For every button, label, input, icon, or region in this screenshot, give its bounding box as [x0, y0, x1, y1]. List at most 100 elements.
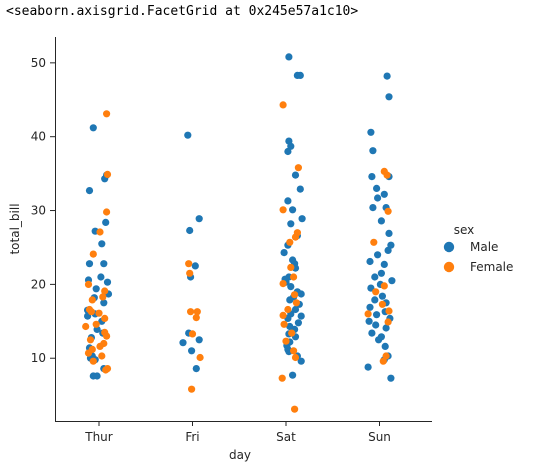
legend: sex Male Female	[443, 223, 513, 274]
data-point	[188, 330, 197, 338]
data-point	[184, 131, 192, 139]
data-point	[380, 190, 388, 198]
data-point	[195, 336, 203, 344]
data-point	[103, 110, 111, 118]
data-point	[288, 329, 296, 337]
data-point	[383, 171, 391, 179]
data-point	[292, 299, 300, 307]
data-point	[87, 308, 95, 316]
data-point	[375, 336, 383, 344]
data-point	[286, 238, 294, 246]
data-point	[291, 291, 299, 299]
data-point	[88, 296, 96, 304]
data-point	[93, 372, 101, 380]
data-point	[98, 240, 106, 248]
data-point	[377, 217, 385, 225]
data-point	[374, 194, 382, 202]
data-point	[294, 164, 302, 172]
data-point	[103, 332, 111, 340]
data-point	[89, 357, 97, 365]
data-point	[370, 238, 378, 246]
x-axis-label: day	[229, 448, 251, 462]
data-point	[291, 233, 300, 241]
data-point	[294, 319, 302, 327]
data-point	[287, 283, 295, 291]
data-point	[100, 299, 108, 307]
data-point	[364, 363, 372, 371]
data-point	[373, 184, 381, 192]
data-point	[372, 288, 380, 296]
legend-label-male: Male	[470, 240, 498, 254]
data-point	[97, 273, 105, 281]
data-point	[96, 342, 104, 350]
legend-title: sex	[454, 223, 475, 237]
data-point	[186, 226, 194, 235]
data-point	[285, 53, 293, 61]
data-point	[192, 314, 200, 322]
data-point	[279, 311, 287, 319]
data-point	[103, 208, 111, 216]
data-point	[84, 349, 93, 357]
plot-marks	[82, 53, 396, 413]
data-point	[282, 337, 290, 345]
y-tick-label: 40	[31, 130, 46, 144]
data-point	[179, 339, 187, 347]
x-ticks: Thur Fri Sat Sun	[84, 421, 391, 444]
data-point	[101, 314, 109, 322]
data-point	[379, 357, 387, 365]
legend-label-female: Female	[470, 260, 513, 274]
data-point	[287, 263, 295, 271]
data-point	[95, 309, 103, 317]
data-point	[279, 280, 287, 288]
data-point	[185, 260, 193, 268]
data-point	[278, 374, 286, 382]
data-point	[382, 324, 390, 332]
y-tick-label: 30	[31, 204, 46, 218]
data-point	[103, 170, 112, 178]
data-point	[86, 336, 95, 344]
data-point	[96, 228, 104, 236]
data-point	[380, 282, 388, 290]
data-point	[287, 220, 295, 228]
data-point	[284, 197, 292, 205]
data-point	[196, 353, 204, 362]
data-point	[98, 352, 106, 360]
data-point	[290, 347, 298, 355]
data-point	[364, 310, 372, 318]
data-point	[366, 257, 374, 266]
data-point	[298, 215, 306, 223]
data-point	[284, 147, 292, 156]
x-tick-label: Fri	[185, 430, 199, 444]
data-point	[102, 218, 110, 226]
data-point	[186, 269, 194, 277]
data-point	[297, 357, 305, 365]
data-point	[365, 317, 373, 325]
data-point	[192, 365, 200, 373]
data-point	[187, 308, 195, 316]
data-point	[291, 171, 300, 179]
data-point	[369, 147, 377, 155]
data-point	[279, 101, 287, 109]
data-point	[85, 187, 94, 195]
data-point	[290, 273, 298, 281]
data-point	[374, 251, 382, 259]
data-point	[280, 249, 288, 257]
data-point	[296, 185, 304, 193]
legend-marker-female	[443, 261, 455, 273]
data-point	[193, 308, 201, 316]
data-point	[103, 278, 112, 286]
data-point	[99, 293, 107, 301]
data-point	[291, 353, 300, 362]
data-point	[291, 305, 300, 314]
data-point	[84, 280, 93, 288]
data-point	[383, 72, 391, 80]
data-point	[296, 71, 304, 79]
data-point	[368, 329, 376, 337]
data-point	[279, 206, 287, 214]
data-point	[89, 250, 97, 258]
series-female	[82, 101, 393, 413]
data-point	[85, 260, 94, 268]
data-point	[369, 204, 377, 212]
y-tick-label: 50	[31, 56, 46, 70]
